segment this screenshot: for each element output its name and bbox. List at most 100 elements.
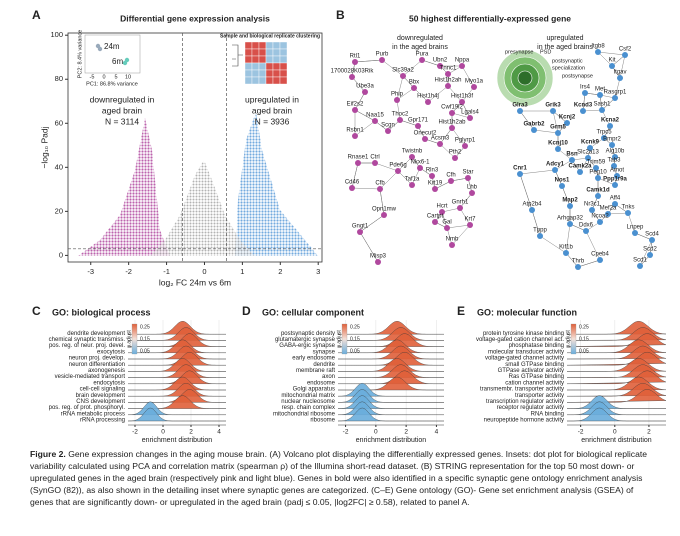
edge — [582, 92, 586, 112]
caption-text: Gene expression changes in the aging mou… — [30, 449, 648, 507]
term-label: neuropeptide hormone activity — [484, 418, 564, 424]
gene-label: Pth2 — [449, 150, 462, 156]
edge — [413, 87, 429, 103]
gene-label: Bsn — [566, 152, 578, 158]
edge — [441, 207, 461, 213]
down-annotation: in the aged brains — [392, 44, 448, 51]
gene-label: Misp3 — [370, 254, 387, 260]
caption-label: Figure 2. — [30, 449, 66, 459]
up-annotation: in the aged brains — [537, 44, 593, 51]
pca-dot — [97, 46, 103, 52]
gene-label: Thoc2 — [392, 112, 409, 118]
gene-node — [417, 165, 423, 171]
panel-title: 50 highest differentially-expressed gene — [409, 13, 571, 23]
gene-node — [409, 182, 415, 188]
term-label: brain development — [76, 393, 126, 399]
y-tick-label: 0 — [59, 250, 63, 259]
gene-node — [422, 136, 428, 142]
gene-node — [555, 146, 561, 152]
panel-label: D — [242, 304, 251, 318]
panel-label: C — [32, 304, 41, 318]
edge — [396, 75, 404, 101]
gene-node — [564, 120, 570, 126]
term-label: synapse — [313, 349, 336, 355]
gene-node — [649, 237, 655, 243]
gene-label: Bmpr2 — [603, 137, 621, 143]
legend-bar — [341, 323, 348, 355]
gene-node — [595, 175, 601, 181]
edge — [565, 252, 579, 268]
legend-label: 0.15 — [579, 336, 589, 342]
gene-label: Atp2b4 — [522, 202, 542, 208]
gene-node — [614, 173, 620, 179]
gene-node — [567, 221, 573, 227]
heatmap-cell — [251, 55, 260, 64]
up-annotation: aged brain — [252, 105, 292, 115]
gene-label: Ncoa2 — [591, 214, 609, 220]
edge — [561, 185, 571, 207]
gene-node — [362, 89, 368, 95]
heatmap-cell — [279, 48, 288, 57]
gene-label: Taf1a — [405, 177, 420, 183]
heatmap-cell — [244, 48, 253, 57]
panel-title: GO: cellular component — [262, 307, 364, 317]
gene-node — [587, 145, 593, 151]
gene-node — [467, 222, 473, 228]
ridge — [128, 383, 226, 397]
edge — [351, 162, 359, 189]
gene-label: Kcnd3 — [574, 103, 593, 109]
term-label: neuron proj. develop. — [69, 356, 126, 362]
ridge — [338, 339, 444, 353]
heatmap-cell — [258, 48, 267, 57]
pca-tick: 10 — [125, 74, 131, 80]
gene-label: Lnpep — [627, 225, 644, 231]
term-label: vesicle-mediated transport — [55, 374, 126, 380]
gene-label: Camk2a — [568, 164, 592, 170]
heatmap-title: Sample and biological replicate clusteri… — [220, 33, 320, 39]
edge — [359, 214, 385, 233]
ridge — [567, 395, 666, 409]
gene-label: Map2 — [562, 198, 578, 204]
gene-node — [612, 95, 618, 101]
gene-label: Lhb — [467, 185, 478, 191]
gene-label: Nkx6-1 — [410, 160, 430, 166]
gene-node — [395, 168, 401, 174]
gene-node — [585, 155, 591, 161]
heatmap-cell — [272, 55, 281, 64]
edge — [374, 162, 399, 172]
gene-node — [352, 107, 358, 113]
gene-label: Kif1b — [559, 245, 573, 251]
edge — [519, 110, 535, 131]
gene-label: Opn1mw — [372, 207, 397, 213]
x-tick-label: 0 — [613, 429, 617, 436]
gene-node — [411, 85, 417, 91]
gene-node — [637, 263, 643, 269]
x-tick-label: 0 — [374, 429, 378, 436]
edge — [577, 259, 601, 268]
ridge — [128, 358, 226, 372]
term-label: membrane raft — [296, 368, 335, 374]
ridge — [338, 345, 444, 360]
gene-label: Grm5 — [550, 125, 566, 131]
heatmap-cell — [251, 69, 260, 78]
edge — [359, 231, 379, 263]
gene-label: Pde6g — [389, 163, 406, 169]
gene-label: Csf2 — [619, 47, 632, 53]
gene-node — [612, 182, 618, 188]
synGO-label: postsynaptic — [552, 58, 583, 64]
edge — [354, 109, 376, 122]
gene-label: Rsbn1 — [346, 128, 364, 134]
ridge — [128, 321, 226, 335]
gene-node — [385, 128, 391, 134]
term-label: mitochondrial matrix — [281, 393, 335, 399]
gene-node — [349, 74, 355, 80]
ridge — [567, 401, 666, 415]
edge — [427, 85, 449, 103]
gene-node — [595, 49, 601, 55]
gene-node — [471, 84, 477, 90]
gene-label: Gnrh1 — [452, 200, 469, 206]
gene-label: Cfh — [446, 173, 455, 179]
pca-ylabel: PC2: 8.4% variance — [77, 30, 83, 79]
edge — [519, 169, 556, 175]
edge — [451, 112, 471, 119]
